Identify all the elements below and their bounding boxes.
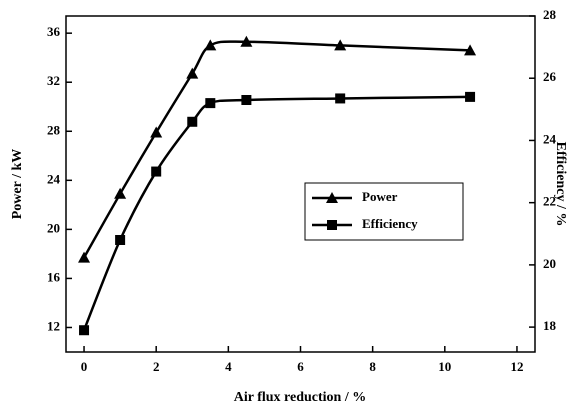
data-point <box>79 325 90 336</box>
data-point <box>240 35 253 47</box>
x-tick-label: 2 <box>153 359 160 374</box>
data-point <box>205 98 216 109</box>
data-point <box>335 93 346 104</box>
y2-tick-label: 24 <box>543 131 557 146</box>
legend-label: Efficiency <box>362 216 418 231</box>
x-tick-label: 0 <box>81 359 88 374</box>
y2-tick-label: 18 <box>543 318 557 333</box>
y2-tick-label: 26 <box>543 69 557 84</box>
y-tick-label: 20 <box>47 220 60 235</box>
plot-frame <box>65 15 536 353</box>
y-tick-label: 16 <box>47 269 61 284</box>
x-tick-label: 10 <box>438 359 451 374</box>
data-point <box>78 251 91 263</box>
data-point <box>114 187 127 199</box>
data-point <box>187 116 198 127</box>
data-point <box>334 39 347 51</box>
data-point <box>241 95 252 105</box>
data-point <box>464 44 477 56</box>
y2-tick-label: 22 <box>543 194 556 209</box>
y2-axis-label: Efficiency / % <box>553 142 568 227</box>
y-tick-label: 24 <box>47 171 61 186</box>
data-point <box>204 39 217 51</box>
data-point <box>465 91 476 102</box>
legend-label: Power <box>362 189 398 204</box>
legend-box <box>304 182 464 241</box>
data-point <box>150 126 163 138</box>
y-tick-label: 12 <box>47 318 60 333</box>
x-tick-label: 4 <box>225 359 232 374</box>
y-tick-label: 36 <box>47 24 61 39</box>
y-tick-label: 28 <box>47 122 61 137</box>
x-tick-label: 6 <box>297 359 304 374</box>
legend-marker <box>327 220 337 230</box>
y2-tick-label: 28 <box>543 7 557 22</box>
data-point <box>151 166 162 177</box>
x-axis-label: Air flux reduction / % <box>234 390 367 405</box>
data-point <box>115 235 126 245</box>
y2-tick-label: 20 <box>543 256 556 271</box>
y-axis-label: Power / kW <box>10 149 25 220</box>
data-point <box>186 67 199 79</box>
x-tick-label: 12 <box>510 359 523 374</box>
x-tick-label: 8 <box>369 359 376 374</box>
legend-marker <box>326 192 338 203</box>
y-tick-label: 32 <box>47 73 60 88</box>
